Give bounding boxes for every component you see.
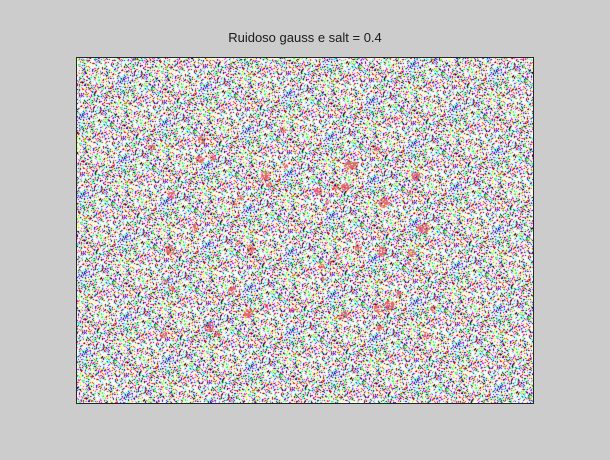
noisy-image bbox=[77, 58, 533, 403]
axes-title: Ruidoso gauss e salt = 0.4 bbox=[228, 30, 382, 45]
axes-frame bbox=[76, 57, 534, 404]
